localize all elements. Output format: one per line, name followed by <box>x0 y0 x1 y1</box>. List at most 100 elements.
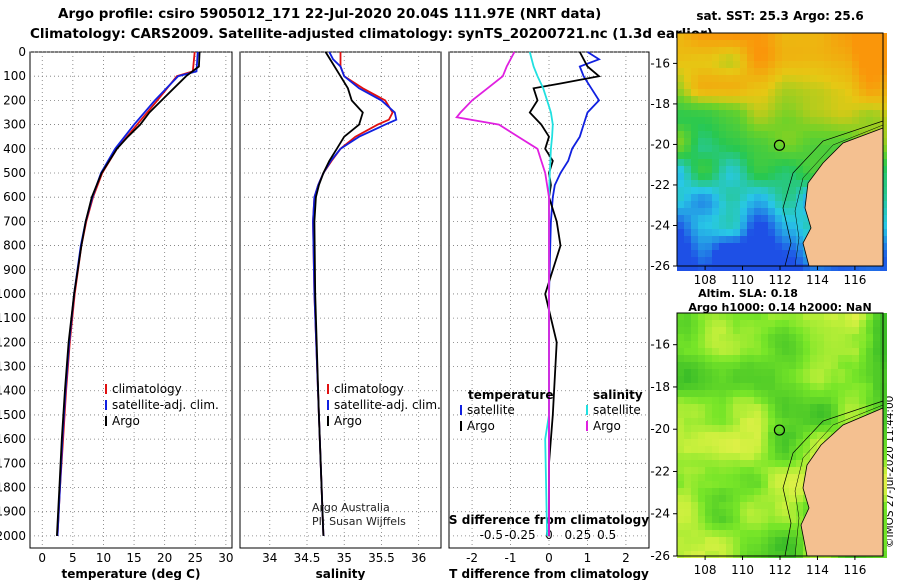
map-cell <box>845 376 852 383</box>
map-cell <box>866 355 873 362</box>
map-cell <box>810 131 817 138</box>
map-cell <box>677 61 684 68</box>
map-cell <box>761 33 768 40</box>
map-cell <box>684 117 691 124</box>
map-cell <box>719 390 726 397</box>
map-cell <box>775 54 782 61</box>
map-cell <box>747 551 754 558</box>
map-cell <box>831 355 838 362</box>
map-cell <box>726 96 733 103</box>
map-cell <box>817 145 824 152</box>
map-cell <box>768 250 775 257</box>
map-cell <box>726 180 733 187</box>
map-cell <box>789 516 796 523</box>
map-cell <box>677 376 684 383</box>
map-cell <box>775 103 782 110</box>
map-cell <box>768 453 775 460</box>
map-cell <box>684 516 691 523</box>
map-cell <box>677 68 684 75</box>
map-cell <box>789 166 796 173</box>
map-cell <box>789 250 796 257</box>
map-cell <box>712 544 719 551</box>
map-cell <box>796 460 803 467</box>
x-tick-label: 110 <box>731 273 754 287</box>
map-cell <box>726 509 733 516</box>
map-cell <box>803 432 810 439</box>
map-cell <box>824 362 831 369</box>
map-cell <box>691 110 698 117</box>
map-cell <box>824 264 831 271</box>
map-cell <box>712 460 719 467</box>
map-cell <box>698 96 705 103</box>
map-cell <box>831 110 838 117</box>
map-cell <box>712 124 719 131</box>
map-cell <box>740 376 747 383</box>
map-cell <box>782 544 789 551</box>
map-cell <box>817 82 824 89</box>
map-cell <box>782 362 789 369</box>
map-cell <box>684 257 691 264</box>
map-cell <box>726 516 733 523</box>
map-cell <box>705 530 712 537</box>
map-cell <box>789 495 796 502</box>
map-cell <box>824 152 831 159</box>
map-cell <box>677 110 684 117</box>
map-cell <box>838 117 845 124</box>
map-cell <box>761 54 768 61</box>
map-cell <box>705 313 712 320</box>
map-cell <box>691 495 698 502</box>
x-tick-label: 114 <box>806 273 829 287</box>
map-cell <box>824 390 831 397</box>
map-cell <box>754 530 761 537</box>
map-cell <box>803 166 810 173</box>
map-cell <box>775 250 782 257</box>
map-cell <box>768 138 775 145</box>
map-cell <box>768 348 775 355</box>
map-cell <box>677 173 684 180</box>
bathymetry-contour <box>794 124 884 267</box>
map-cell <box>768 96 775 103</box>
map-cell <box>740 250 747 257</box>
map-cell <box>747 222 754 229</box>
map-cell <box>782 502 789 509</box>
map-cell <box>712 173 719 180</box>
map-cell <box>775 341 782 348</box>
map-cell <box>768 89 775 96</box>
map-cell <box>866 404 873 411</box>
map-cell <box>775 439 782 446</box>
map-cell <box>733 166 740 173</box>
map-cell <box>768 159 775 166</box>
map-cell <box>747 530 754 537</box>
map-cell <box>691 208 698 215</box>
map-cell <box>719 502 726 509</box>
map-cell <box>726 33 733 40</box>
map-cell <box>684 250 691 257</box>
map-cell <box>733 439 740 446</box>
map-cell <box>698 488 705 495</box>
map-cell <box>768 425 775 432</box>
map-cell <box>684 390 691 397</box>
map-cell <box>691 229 698 236</box>
map-cell <box>803 369 810 376</box>
map-cell <box>796 33 803 40</box>
map-cell <box>761 397 768 404</box>
map-cell <box>789 404 796 411</box>
y-tick-label: -18 <box>650 380 670 394</box>
map-cell <box>803 82 810 89</box>
map-cell <box>733 369 740 376</box>
map-cell <box>740 75 747 82</box>
map-cell <box>782 257 789 264</box>
map-cell <box>691 61 698 68</box>
map-cell <box>796 145 803 152</box>
map-cell <box>810 68 817 75</box>
map-cell <box>684 145 691 152</box>
map-cell <box>726 47 733 54</box>
map-cell <box>747 320 754 327</box>
map-cell <box>705 362 712 369</box>
map-cell <box>768 103 775 110</box>
map-cell <box>768 376 775 383</box>
map-cell <box>754 425 761 432</box>
map-cell <box>684 376 691 383</box>
map-cell <box>740 446 747 453</box>
